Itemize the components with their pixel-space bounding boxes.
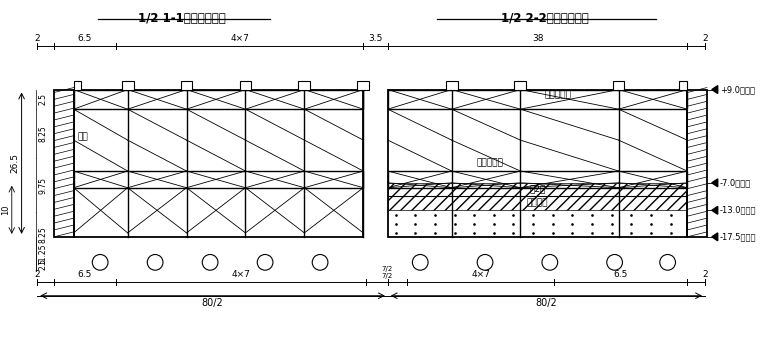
Text: 8.25: 8.25	[38, 125, 47, 142]
Bar	[299, 81, 310, 90]
Bar	[388, 171, 687, 188]
Text: 4×7: 4×7	[471, 270, 490, 279]
Bar	[357, 81, 369, 90]
Text: 2.5: 2.5	[38, 93, 47, 106]
Text: 6.5: 6.5	[613, 270, 628, 279]
Text: +9.0吊箱顶: +9.0吊箱顶	[720, 85, 755, 94]
Text: 底层内支撑: 底层内支撑	[477, 159, 503, 168]
Text: 3.5: 3.5	[369, 34, 383, 43]
Text: 顶层内支撑: 顶层内支撑	[545, 90, 572, 99]
Text: 2: 2	[34, 34, 40, 43]
Text: 6.5: 6.5	[78, 270, 92, 279]
Text: -7.0承台顶: -7.0承台顶	[720, 178, 751, 187]
Text: 10: 10	[1, 204, 10, 215]
Bar	[388, 90, 687, 237]
Text: 2: 2	[34, 270, 40, 279]
Text: 26.5: 26.5	[11, 153, 20, 173]
Text: 38: 38	[532, 34, 543, 43]
Polygon shape	[712, 85, 717, 93]
Text: 8.25: 8.25	[38, 226, 47, 243]
Polygon shape	[712, 206, 717, 214]
Text: 浇注承台: 浇注承台	[527, 199, 548, 208]
Bar	[74, 90, 363, 237]
Bar	[388, 90, 687, 109]
Bar	[388, 195, 687, 210]
Bar	[687, 90, 707, 237]
Text: 4×7: 4×7	[232, 270, 251, 279]
Bar	[122, 81, 134, 90]
Text: 7/2
7/2: 7/2 7/2	[382, 266, 392, 279]
Bar	[74, 90, 363, 109]
Bar	[54, 90, 74, 237]
Bar	[74, 171, 363, 188]
Bar	[446, 81, 458, 90]
Bar	[613, 81, 625, 90]
Text: 2: 2	[702, 34, 708, 43]
Text: 吊杆: 吊杆	[78, 132, 88, 141]
Text: 11.25: 11.25	[38, 243, 47, 265]
Bar	[679, 81, 687, 90]
Text: 分2次: 分2次	[530, 185, 546, 194]
Bar	[74, 81, 81, 90]
Bar	[181, 81, 192, 90]
Text: 80/2: 80/2	[201, 298, 223, 308]
Text: 6.5: 6.5	[78, 34, 92, 43]
Polygon shape	[712, 179, 717, 187]
Text: 2.5: 2.5	[38, 258, 47, 270]
Text: -13.0承台底: -13.0承台底	[720, 206, 756, 215]
Text: -17.5吊箱底: -17.5吊箱底	[720, 232, 756, 241]
Text: 9.75: 9.75	[38, 177, 47, 194]
Bar	[515, 81, 526, 90]
Bar	[388, 183, 687, 195]
Text: 2: 2	[702, 270, 708, 279]
Text: 80/2: 80/2	[536, 298, 557, 308]
Polygon shape	[712, 233, 717, 241]
Bar	[239, 81, 252, 90]
Text: 1/2 2-2（承台施工）: 1/2 2-2（承台施工）	[501, 12, 589, 25]
Text: 4×7: 4×7	[230, 34, 249, 43]
Text: 1/2 1-1（封底施工）: 1/2 1-1（封底施工）	[138, 12, 226, 25]
